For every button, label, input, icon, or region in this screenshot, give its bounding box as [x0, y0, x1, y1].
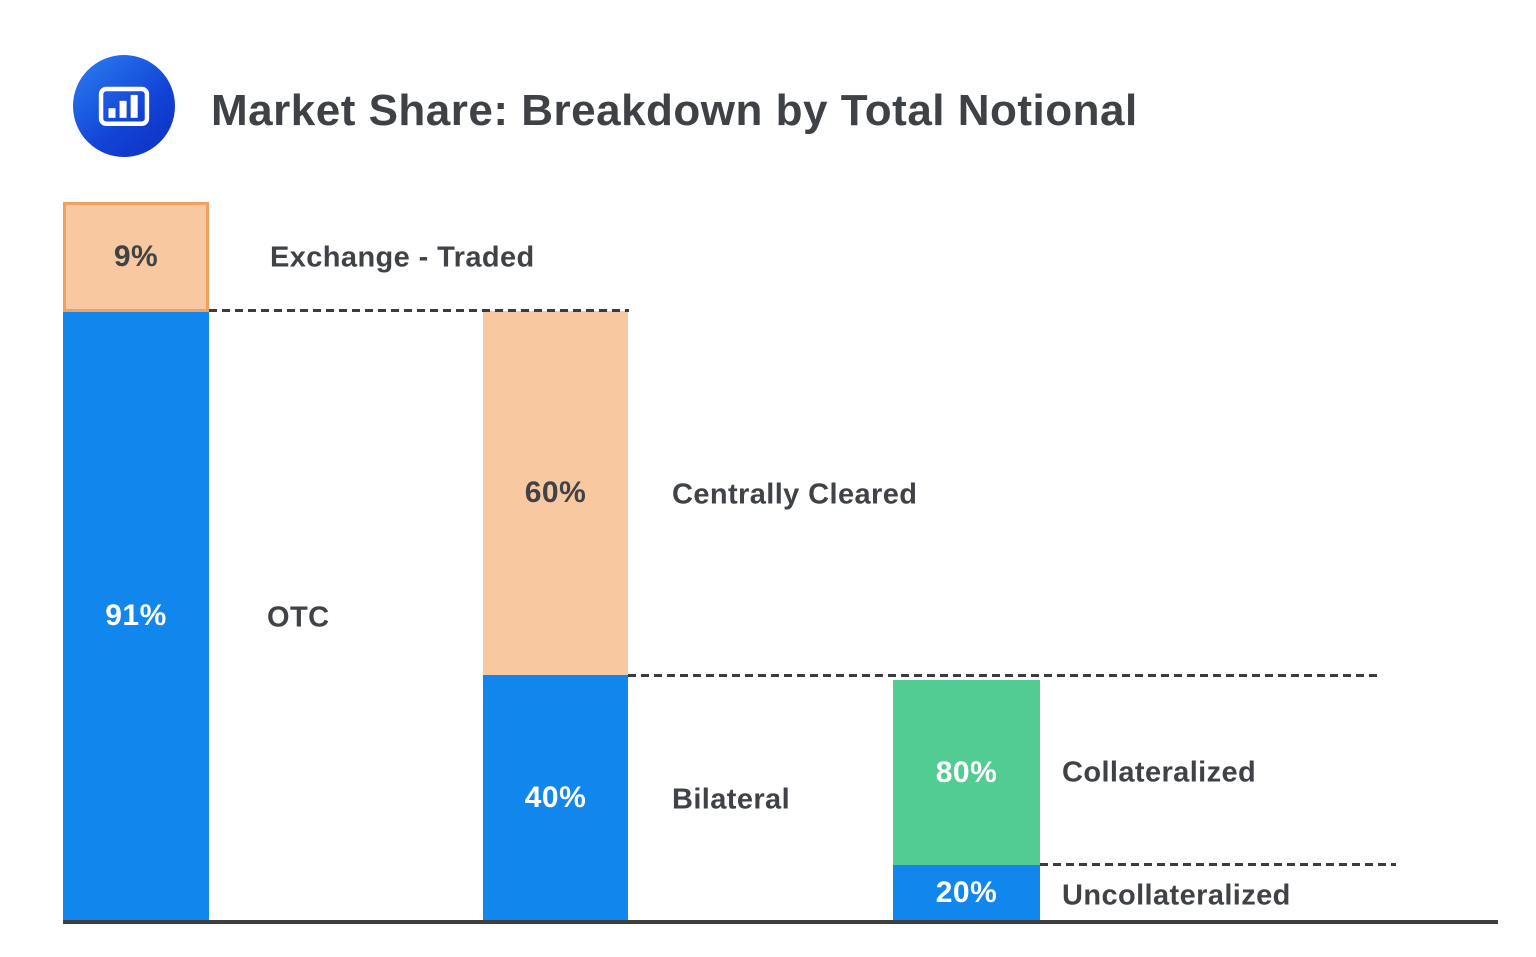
bar1-otc-value: 91% [105, 599, 167, 632]
connector-line-uncollateralized-top [1040, 863, 1396, 866]
bar2-bilateral-segment: 40% [483, 675, 628, 920]
bar1-otc-segment: 91% [63, 312, 209, 920]
bar2-centrally-cleared-value: 60% [524, 476, 587, 509]
bar3-collateralized-segment: 80% [893, 680, 1040, 865]
label-bilateral: Bilateral [672, 783, 791, 816]
bar2-bilateral-value: 40% [524, 780, 587, 814]
label-collateralized: Collateralized [1062, 756, 1257, 789]
page-title: Market Share: Breakdown by Total Notiona… [211, 86, 1138, 135]
bar-chart-icon-glyph [98, 86, 150, 126]
connector-line-bilateral-top [628, 674, 1381, 677]
bar-chart-icon [73, 55, 175, 157]
label-exchange-traded: Exchange - Traded [270, 241, 535, 274]
bar1-exchange-traded-value: 9% [113, 240, 159, 273]
bar3-uncollateralized-segment: 20% [893, 865, 1040, 920]
connector-line-otc-top [209, 309, 629, 312]
bar2-centrally-cleared-segment: 60% [483, 311, 628, 675]
bar3-uncollateralized-value: 20% [935, 875, 998, 909]
x-axis-baseline [63, 920, 1498, 924]
label-centrally-cleared: Centrally Cleared [672, 478, 918, 511]
label-otc: OTC [267, 601, 330, 634]
label-uncollateralized: Uncollateralized [1062, 879, 1291, 912]
bar3-collateralized-value: 80% [935, 755, 998, 789]
bar1-exchange-traded-segment: 9% [63, 202, 209, 312]
